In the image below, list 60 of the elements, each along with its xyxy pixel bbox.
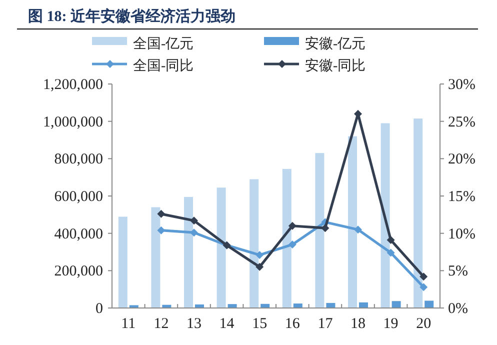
y-tick-label: 0	[96, 301, 103, 317]
bar	[250, 179, 259, 308]
bar	[315, 153, 324, 308]
x-tick-label: 11	[121, 316, 136, 332]
x-tick-label: 20	[416, 316, 432, 332]
x-tick-label: 15	[252, 316, 268, 332]
bar	[118, 216, 128, 308]
point	[157, 210, 166, 218]
y2-tick-label: 20%	[448, 152, 476, 168]
point	[288, 222, 296, 230]
bar	[380, 123, 390, 308]
bar	[348, 136, 357, 308]
y2-tick-label: 25%	[448, 114, 476, 130]
x-tick-label: 18	[350, 316, 366, 332]
point	[256, 250, 264, 259]
bar	[414, 118, 423, 308]
x-tick-label: 14	[219, 316, 235, 332]
bar	[392, 301, 401, 308]
x-tick-label: 13	[186, 316, 202, 332]
bar	[326, 302, 336, 308]
y-tick-label: 400,000	[54, 226, 103, 242]
point	[386, 248, 395, 257]
bar	[151, 207, 160, 308]
point	[288, 240, 296, 249]
legend-label: 安徽-亿元	[305, 36, 366, 52]
point	[256, 262, 264, 271]
y2-tick-label: 15%	[448, 189, 476, 205]
y2-tick-label: 30%	[448, 77, 476, 93]
point	[190, 228, 198, 237]
y-tick-label: 800,000	[54, 152, 103, 168]
x-tick-label: 19	[383, 316, 398, 332]
legend-label: 安徽-同比	[305, 58, 366, 74]
legend-全国-亿元: 全国-亿元	[92, 37, 194, 52]
y2-tick-label: 0%	[448, 301, 468, 317]
x-tick-label: 17	[318, 316, 334, 332]
y-tick-label: 600,000	[54, 189, 103, 205]
y2-tick-label: 5%	[448, 264, 468, 280]
legend-安徽-同比: 安徽-同比	[264, 59, 366, 74]
bar	[424, 300, 434, 308]
point	[321, 224, 330, 232]
point	[420, 283, 428, 292]
point	[386, 236, 395, 244]
legend-label: 全国-亿元	[133, 36, 194, 52]
y-tick-label: 1,000,000	[43, 114, 103, 130]
legend-全国-同比: 全国-同比	[92, 59, 194, 74]
y2-tick-label: 10%	[448, 226, 476, 242]
legend-label: 全国-同比	[133, 58, 194, 74]
point	[420, 272, 428, 281]
point	[190, 216, 198, 225]
point	[157, 226, 166, 234]
chart-title: 图 18: 近年安徽省经济活力强劲	[28, 7, 236, 25]
point	[354, 226, 362, 234]
x-tick-label: 12	[154, 316, 169, 332]
legend-安徽-亿元: 安徽-亿元	[264, 37, 366, 52]
x-tick-label: 16	[284, 316, 300, 332]
bar	[282, 168, 292, 308]
y-tick-label: 1,200,000	[43, 77, 103, 93]
y-tick-label: 200,000	[54, 264, 103, 280]
bar	[216, 188, 226, 308]
bar	[184, 196, 193, 308]
